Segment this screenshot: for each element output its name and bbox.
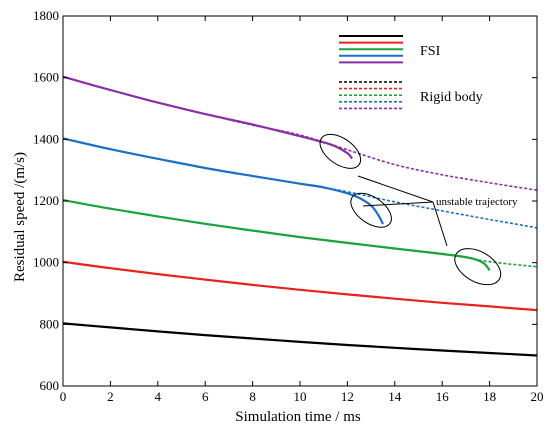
axes-layer: 0 2 4 6 8 10 12 14 16 18 20 600 800 1000 1200 1400 1600 1… [33,8,544,404]
y-tick-label-2: 1000 [33,255,59,270]
fsi-line-2 [62,199,491,272]
y-axis-title: Residual speed /(m/s) [12,152,28,282]
annotation-leader-2 [432,201,448,247]
unstable-ellipse-0 [319,133,362,169]
series-layer [62,75,538,357]
annotation-leader-1 [362,201,434,207]
y-tick-label-0: 600 [40,378,60,393]
y-tick-label-1: 800 [40,316,60,331]
y-tick-label-6: 1800 [33,8,59,23]
legend-label-1: Rigid body [420,90,483,105]
fsi-line-0 [62,322,538,357]
x-tick-label-0: 0 [60,389,67,404]
x-axis-title: Simulation time / ms [235,409,361,425]
fsi-line-4 [62,75,353,160]
y-tick-label-4: 1400 [33,131,59,146]
unstable-ellipse-1 [350,192,392,228]
x-tick-label-3: 6 [202,389,209,404]
x-tick-label-5: 10 [294,389,307,404]
y-tick-label-3: 1200 [33,193,59,208]
legend-label-0: FSI [420,44,441,59]
x-tick-label-1: 2 [107,389,114,404]
y-tick-label-5: 1600 [33,70,59,85]
x-tick-label-7: 14 [388,389,402,404]
x-tick-label-6: 12 [341,389,354,404]
x-tick-label-9: 18 [483,389,496,404]
x-tick-label-8: 16 [436,389,450,404]
legend-layer: FSI Rigid body [339,35,483,110]
x-tick-label-4: 8 [249,389,256,404]
annotation-layer: unstable trajectory [319,133,518,286]
fsi-line-1 [62,260,538,312]
annotation-label: unstable trajectory [436,196,518,208]
x-tick-label-2: 4 [155,389,162,404]
rigid-body-line-4 [62,75,538,191]
unstable-ellipse-2 [454,248,502,286]
annotation-leader-0 [357,175,434,203]
fsi-line-3 [62,137,384,225]
x-tick-label-10: 20 [531,389,544,404]
